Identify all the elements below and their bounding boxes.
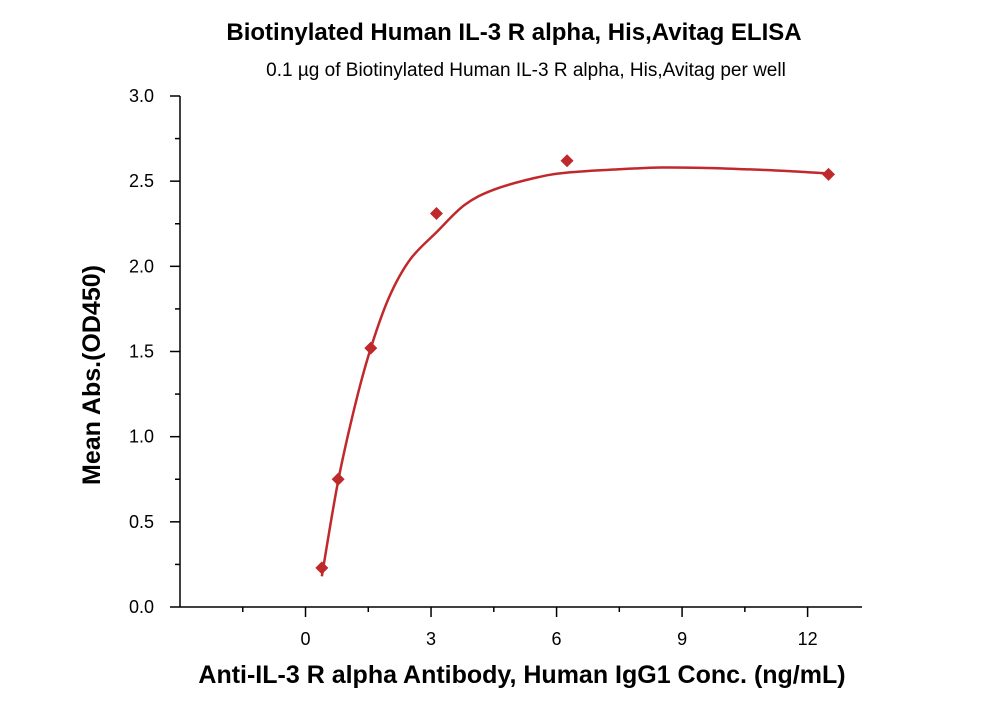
y-tick-label: 2.5 — [129, 171, 154, 191]
fit-curve-group — [320, 166, 829, 577]
data-point — [364, 341, 378, 355]
chart-subtitle: 0.1 µg of Biotinylated Human IL-3 R alph… — [266, 60, 786, 81]
y-axis-label: Mean Abs.(OD450) — [78, 265, 106, 485]
x-tick-label: 6 — [552, 629, 562, 649]
y-tick-label: 1.0 — [129, 427, 154, 447]
y-tick-label: 2.0 — [129, 256, 154, 276]
y-tick-label: 0.0 — [129, 597, 154, 617]
x-axis-ticks: 0 3 6 9 12 — [242, 607, 818, 649]
data-point — [429, 207, 443, 221]
fit-curve — [320, 166, 829, 577]
data-point — [560, 154, 574, 168]
x-tick-label: 9 — [677, 629, 687, 649]
x-tick-label: 12 — [798, 629, 818, 649]
x-tick-label: 0 — [301, 629, 311, 649]
data-point — [315, 561, 329, 575]
chart-title: Biotinylated Human IL-3 R alpha, His,Avi… — [226, 19, 801, 46]
y-tick-label: 3.0 — [129, 86, 154, 106]
y-tick-label: 0.5 — [129, 512, 154, 532]
data-point — [822, 167, 836, 181]
axes — [179, 96, 862, 608]
x-tick-label: 3 — [426, 629, 436, 649]
x-axis-label: Anti-IL-3 R alpha Antibody, Human IgG1 C… — [198, 661, 845, 689]
y-tick-label: 1.5 — [129, 342, 154, 362]
y-axis-ticks: 0.0 0.5 1.0 1.5 2.0 2.5 3.0 — [129, 86, 180, 617]
data-point — [331, 472, 345, 486]
data-points — [315, 154, 836, 575]
